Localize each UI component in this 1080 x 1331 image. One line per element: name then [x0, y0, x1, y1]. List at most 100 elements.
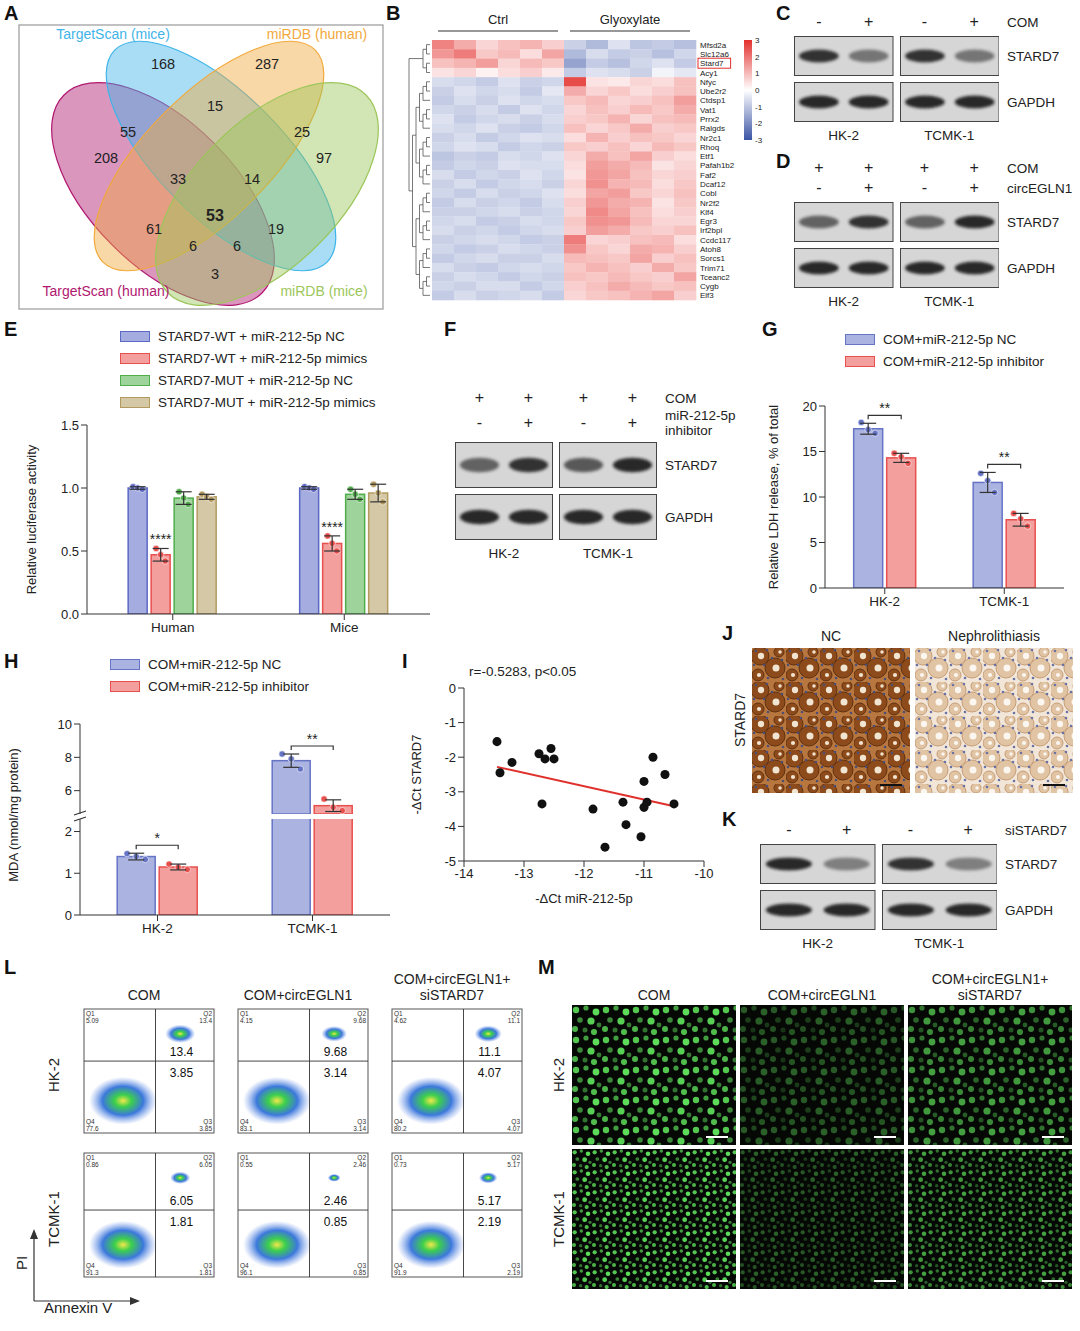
svg-text:-1: -1 — [444, 715, 456, 730]
svg-text:miRDB (human): miRDB (human) — [267, 26, 367, 42]
svg-text:Egr3: Egr3 — [700, 217, 717, 226]
svg-text:5.17: 5.17 — [478, 1194, 502, 1208]
svg-text:14: 14 — [244, 171, 260, 187]
svg-text:Acy1: Acy1 — [700, 69, 718, 78]
svg-text:20: 20 — [803, 399, 817, 414]
svg-text:9.68: 9.68 — [353, 1017, 366, 1024]
svg-text:4.07: 4.07 — [478, 1066, 502, 1080]
svg-text:-13: -13 — [515, 866, 534, 881]
svg-text:80.2: 80.2 — [394, 1125, 407, 1132]
svg-text:TargetScan (human): TargetScan (human) — [43, 283, 170, 299]
svg-text:9.68: 9.68 — [324, 1045, 348, 1059]
svg-text:96.1: 96.1 — [240, 1269, 253, 1276]
svg-text:TargetScan (mice): TargetScan (mice) — [56, 26, 170, 42]
svg-text:Pafah1b2: Pafah1b2 — [700, 161, 735, 170]
svg-text:25: 25 — [294, 124, 310, 140]
svg-text:Prrx2: Prrx2 — [700, 115, 720, 124]
svg-text:0.5: 0.5 — [61, 544, 79, 559]
svg-text:15: 15 — [803, 444, 817, 459]
svg-text:8: 8 — [65, 750, 72, 765]
svg-text:Mice: Mice — [330, 620, 359, 635]
svg-text:287: 287 — [255, 56, 279, 72]
svg-text:-12: -12 — [575, 866, 594, 881]
svg-text:77.6: 77.6 — [86, 1125, 99, 1132]
svg-text:****: **** — [150, 531, 172, 547]
svg-text:0.85: 0.85 — [353, 1269, 366, 1276]
svg-text:-2: -2 — [755, 119, 763, 128]
svg-text:0: 0 — [449, 681, 456, 696]
svg-text:4.15: 4.15 — [240, 1017, 253, 1024]
svg-text:Ctrl: Ctrl — [488, 12, 508, 27]
svg-text:-3: -3 — [444, 784, 456, 799]
svg-text:-1: -1 — [755, 103, 763, 112]
svg-text:-5: -5 — [444, 854, 456, 869]
svg-text:-2: -2 — [444, 750, 456, 765]
svg-text:Etf1: Etf1 — [700, 152, 715, 161]
svg-text:3.14: 3.14 — [353, 1125, 366, 1132]
svg-text:10: 10 — [803, 490, 817, 505]
svg-text:6: 6 — [65, 783, 72, 798]
svg-text:2.46: 2.46 — [353, 1161, 366, 1168]
svg-text:2.46: 2.46 — [324, 1194, 348, 1208]
svg-text:Cygb: Cygb — [700, 282, 719, 291]
svg-text:Klf4: Klf4 — [700, 208, 714, 217]
svg-text:Nr2f2: Nr2f2 — [700, 199, 720, 208]
svg-text:55: 55 — [120, 124, 136, 140]
svg-text:Tceanc2: Tceanc2 — [700, 273, 730, 282]
svg-text:**: ** — [999, 449, 1010, 465]
svg-text:91.9: 91.9 — [394, 1269, 407, 1276]
svg-text:**: ** — [307, 731, 318, 747]
svg-text:4.07: 4.07 — [507, 1125, 520, 1132]
svg-text:0: 0 — [65, 908, 72, 923]
svg-text:6.05: 6.05 — [199, 1161, 212, 1168]
svg-text:1: 1 — [65, 866, 72, 881]
svg-text:Ctdsp1: Ctdsp1 — [700, 96, 726, 105]
svg-text:83.1: 83.1 — [240, 1125, 253, 1132]
svg-text:-3: -3 — [755, 136, 763, 145]
svg-text:0.85: 0.85 — [324, 1215, 348, 1229]
svg-text:168: 168 — [151, 56, 175, 72]
svg-text:0: 0 — [810, 581, 817, 596]
svg-text:3.85: 3.85 — [170, 1066, 194, 1080]
svg-text:3.14: 3.14 — [324, 1066, 348, 1080]
svg-text:0.86: 0.86 — [86, 1161, 99, 1168]
svg-text:Ralgds: Ralgds — [700, 124, 725, 133]
svg-text:0.55: 0.55 — [240, 1161, 253, 1168]
svg-text:3: 3 — [211, 266, 219, 282]
svg-text:5.09: 5.09 — [86, 1017, 99, 1024]
svg-text:5.17: 5.17 — [507, 1161, 520, 1168]
svg-text:Human: Human — [151, 620, 195, 635]
svg-text:11.1: 11.1 — [478, 1045, 501, 1059]
svg-text:97: 97 — [316, 150, 332, 166]
svg-text:4.62: 4.62 — [394, 1017, 407, 1024]
svg-text:*: * — [154, 830, 160, 846]
svg-text:****: **** — [321, 519, 343, 535]
svg-text:61: 61 — [146, 221, 162, 237]
svg-text:Nfyc: Nfyc — [700, 78, 716, 87]
svg-text:208: 208 — [94, 150, 118, 166]
svg-text:15: 15 — [207, 98, 223, 114]
svg-text:-ΔCt STARD7: -ΔCt STARD7 — [409, 735, 424, 815]
svg-text:Trim71: Trim71 — [700, 264, 725, 273]
svg-text:19: 19 — [268, 221, 284, 237]
svg-text:2.19: 2.19 — [507, 1269, 520, 1276]
svg-text:5: 5 — [810, 535, 817, 550]
svg-text:Atoh8: Atoh8 — [700, 245, 721, 254]
svg-text:13.4: 13.4 — [170, 1045, 194, 1059]
svg-text:1.81: 1.81 — [199, 1269, 212, 1276]
svg-text:6: 6 — [189, 238, 197, 254]
svg-text:-14: -14 — [455, 866, 474, 881]
svg-text:3.85: 3.85 — [199, 1125, 212, 1132]
svg-text:-4: -4 — [444, 819, 456, 834]
svg-text:2: 2 — [65, 824, 72, 839]
svg-text:-10: -10 — [695, 866, 714, 881]
svg-text:0.0: 0.0 — [61, 607, 79, 622]
svg-text:Elf3: Elf3 — [700, 291, 714, 300]
svg-text:HK-2: HK-2 — [142, 921, 173, 936]
svg-text:miRDB (mice): miRDB (mice) — [280, 283, 367, 299]
svg-text:Ube2r2: Ube2r2 — [700, 87, 727, 96]
svg-text:10: 10 — [58, 717, 72, 732]
svg-text:TCMK-1: TCMK-1 — [979, 594, 1029, 609]
svg-text:HK-2: HK-2 — [869, 594, 900, 609]
svg-text:1.5: 1.5 — [61, 418, 79, 433]
